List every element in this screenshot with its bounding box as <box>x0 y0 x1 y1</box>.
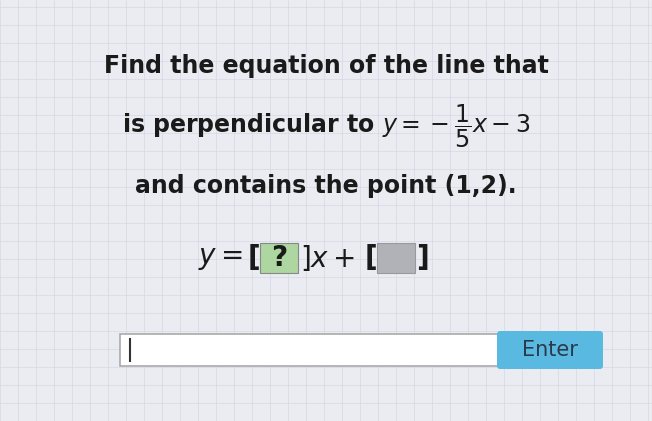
Text: $y =$: $y =$ <box>198 244 243 272</box>
Text: [: [ <box>248 244 261 272</box>
Text: and contains the point (1,2).: and contains the point (1,2). <box>135 174 517 198</box>
FancyBboxPatch shape <box>497 331 603 369</box>
Text: [: [ <box>365 244 378 272</box>
Text: ]: ] <box>416 244 429 272</box>
Text: $]x +$: $]x +$ <box>300 243 355 273</box>
Text: ?: ? <box>271 244 287 272</box>
FancyBboxPatch shape <box>120 334 498 366</box>
FancyBboxPatch shape <box>377 243 415 273</box>
Text: is perpendicular to $y = -\dfrac{1}{5}x - 3$: is perpendicular to $y = -\dfrac{1}{5}x … <box>122 102 530 150</box>
Text: Enter: Enter <box>522 340 578 360</box>
Text: Find the equation of the line that: Find the equation of the line that <box>104 54 548 78</box>
FancyBboxPatch shape <box>260 243 298 273</box>
